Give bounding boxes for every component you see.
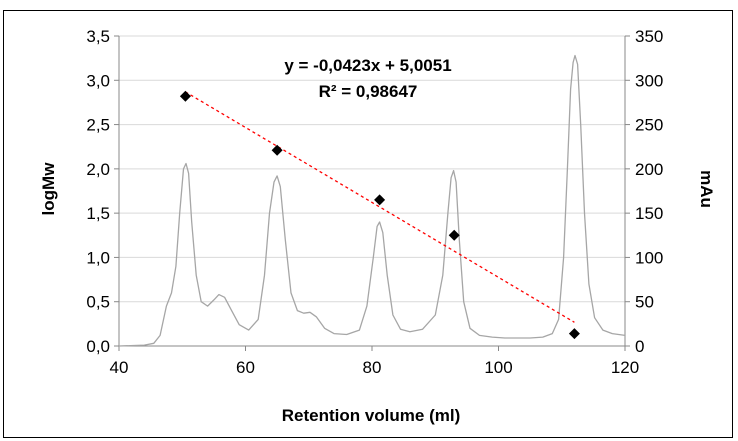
gridlines [119,35,625,303]
y2-tick-label: 0 [635,337,644,356]
y-tick-label: 0,0 [86,337,110,356]
y2-tick-label: 150 [635,204,663,223]
y-tick-label: 0,5 [86,293,110,312]
trendline-equation: y = -0,0423x + 5,0051 [284,56,451,75]
y2-tick-label: 300 [635,71,663,90]
y-tick-label: 2,0 [86,160,110,179]
trendline-layer [185,91,575,323]
chromatogram-trace [118,54,626,347]
points-layer [179,90,580,340]
y-tick-label: 1,0 [86,248,110,267]
y-axis-title: logMw [39,162,58,216]
y-tick-label: 3,5 [86,27,110,46]
x-tick-label: 60 [236,358,255,377]
x-tick-label: 120 [611,358,639,377]
y2-axis-title: mAu [697,170,716,208]
axes [114,35,630,351]
chart-svg: 0,0 0,5 1,0 1,5 2,0 2,5 3,0 3,5 0 50 100 150 200 250 3… [39,27,716,425]
y-tick-label: 1,5 [86,204,110,223]
chromatogram-layer [118,54,626,347]
x-tick-label: 40 [110,358,129,377]
data-point [448,229,460,241]
r-squared-label: R² = 0,98647 [319,82,418,101]
data-point [179,90,191,102]
y2-tick-label: 100 [635,248,663,267]
y2-tick-label: 200 [635,160,663,179]
trendline [185,91,575,323]
x-axis-title: Retention volume (ml) [282,406,461,425]
y2-tick-label: 250 [635,116,663,135]
x-tick-label: 100 [484,358,512,377]
x-tick-label: 80 [363,358,382,377]
data-point [568,328,580,340]
chart-frame: 0,0 0,5 1,0 1,5 2,0 2,5 3,0 3,5 0 50 100 150 200 250 3… [3,10,733,438]
data-point [374,194,386,206]
tick-labels: 0,0 0,5 1,0 1,5 2,0 2,5 3,0 3,5 0 50 100 150 200 250 3… [86,27,663,377]
y2-tick-label: 50 [635,293,654,312]
data-point [271,144,283,156]
y-tick-label: 2,5 [86,116,110,135]
y-tick-label: 3,0 [86,71,110,90]
y2-tick-label: 350 [635,27,663,46]
